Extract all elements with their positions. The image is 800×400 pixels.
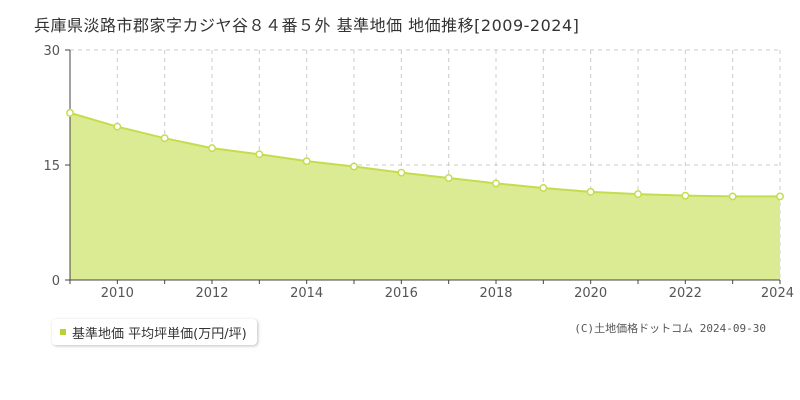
series-line xyxy=(69,111,780,198)
legend-label: 基準地価 平均坪単価(万円/坪) xyxy=(72,326,247,342)
x-tick-label: 2016 xyxy=(385,286,418,301)
y-tick-label: 30 xyxy=(43,44,60,59)
data-point xyxy=(350,162,358,171)
area-series xyxy=(69,111,780,281)
x-tick-label: 2022 xyxy=(669,286,702,301)
data-point xyxy=(397,168,406,177)
data-point xyxy=(302,157,311,166)
area-fill xyxy=(70,112,780,281)
x-tick-label: 2014 xyxy=(290,286,323,301)
x-tick-label: 2010 xyxy=(101,286,134,301)
data-point xyxy=(681,191,690,200)
chart-title: 兵庫県淡路市郡家字カジヤ谷８４番５外 基準地価 地価推移[2009-2024] xyxy=(34,16,580,35)
y-tick-labels: 0 15 30 xyxy=(43,44,60,289)
x-tick-label: 2012 xyxy=(195,286,228,301)
data-point xyxy=(208,144,216,153)
x-tick-label: 2018 xyxy=(479,286,512,301)
data-point xyxy=(444,174,453,182)
y-tick-label: 15 xyxy=(43,159,60,174)
data-point xyxy=(728,192,737,201)
data-point xyxy=(255,150,264,159)
data-point xyxy=(776,192,784,201)
data-point xyxy=(113,122,122,131)
copyright-text: (C)土地価格ドットコム 2024-09-30 xyxy=(574,322,766,335)
x-tick-labels: 2010 2012 2014 2016 2018 2020 2022 2024 xyxy=(101,286,794,301)
axes xyxy=(65,49,781,284)
data-point xyxy=(634,190,642,199)
data-points xyxy=(66,108,784,201)
data-point xyxy=(160,134,169,143)
data-point xyxy=(66,108,74,117)
data-point xyxy=(586,187,595,196)
legend-swatch xyxy=(60,329,66,335)
legend: 基準地価 平均坪単価(万円/坪) xyxy=(52,319,257,345)
data-point xyxy=(492,179,500,188)
y-tick-label: 0 xyxy=(52,274,60,289)
x-tick-label: 2020 xyxy=(574,286,607,301)
x-tick-label: 2024 xyxy=(761,286,794,301)
data-point xyxy=(539,184,548,192)
